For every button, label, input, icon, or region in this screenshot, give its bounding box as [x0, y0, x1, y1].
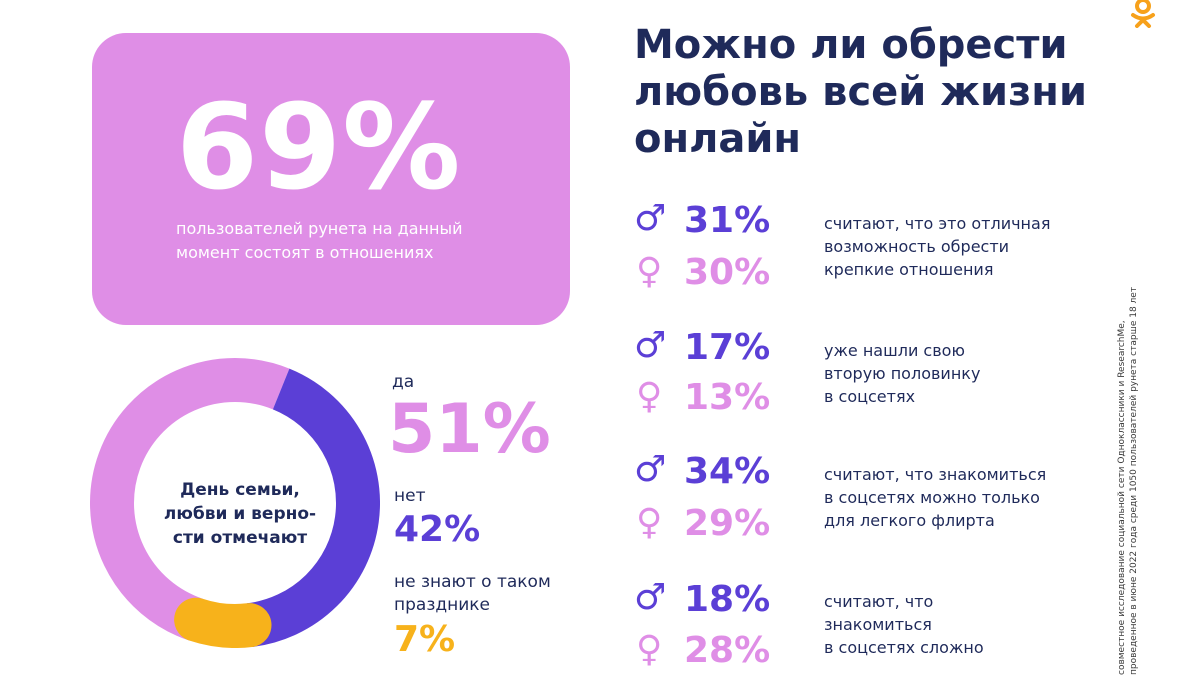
female-symbol-icon: ♀ [636, 502, 663, 543]
legend-yes-label: да [392, 372, 415, 392]
stat-female-percent: 30% [684, 252, 771, 293]
female-symbol-icon: ♀ [636, 376, 663, 417]
donut-chart [90, 358, 380, 648]
page-title: Можно ли обрести любовь всей жизни онлай… [634, 22, 1087, 162]
stat-male-percent: 18% [684, 579, 771, 620]
legend-yes-value: 51% [388, 390, 551, 469]
female-symbol-icon: ♀ [636, 629, 663, 670]
stat-description: считают, что это отличная возможность об… [824, 214, 1051, 279]
stat-male-percent: 17% [684, 327, 771, 368]
relationship-caption: пользователей рунета на данный момент со… [176, 219, 463, 262]
stat-description: считают, что знакомиться в соцсетях слож… [824, 592, 984, 657]
donut-slice-yes [90, 358, 290, 641]
stat-female-percent: 13% [684, 377, 771, 418]
male-symbol-icon: ♂ [634, 577, 667, 618]
legend-no-value: 42% [394, 509, 481, 550]
stat-male-percent: 31% [684, 200, 771, 241]
legend-unknown-value: 7% [394, 619, 456, 660]
stat-female-percent: 29% [684, 503, 771, 544]
highlight-card [92, 33, 570, 325]
stat-male-percent: 34% [684, 451, 771, 492]
legend-no-label: нет [394, 486, 426, 506]
donut-slice-no [246, 368, 380, 647]
male-symbol-icon: ♂ [634, 449, 667, 490]
relationship-percent: 69% [176, 78, 462, 216]
stat-description: уже нашли свою вторую половинку в соцсет… [824, 341, 981, 406]
male-symbol-icon: ♂ [634, 198, 667, 239]
ok-logo-icon [1128, 0, 1158, 32]
legend-unknown-label-line1: не знают о таком [394, 572, 551, 592]
stat-female-percent: 28% [684, 630, 771, 671]
legend-unknown-label-line2: празднике [394, 595, 491, 615]
source-footnote: совместное исследование социальной сети … [1117, 286, 1139, 675]
female-symbol-icon: ♀ [636, 251, 663, 292]
male-symbol-icon: ♂ [634, 325, 667, 366]
stat-description: считают, что знакомиться в соцсетях можн… [824, 465, 1047, 530]
donut-slice-unknown [174, 597, 272, 648]
donut-center-label: День семьи, любви и верно- сти отмечают [163, 480, 317, 548]
